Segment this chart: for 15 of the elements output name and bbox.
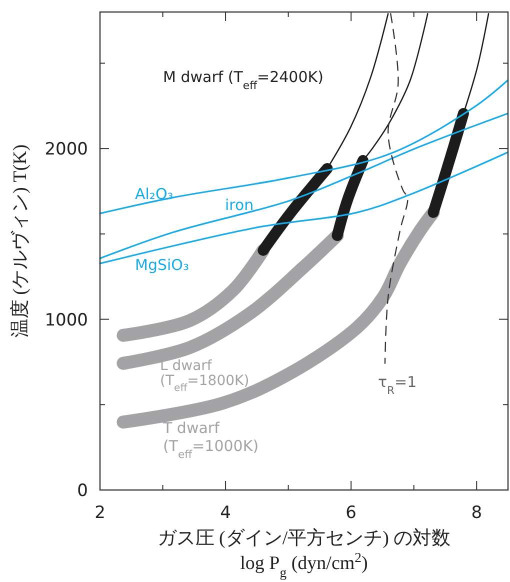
series-label: iron (225, 196, 254, 214)
y-tick-label: 0 (77, 481, 88, 501)
y-tick-label: 2000 (44, 140, 88, 160)
series-label: Al₂O₃ (135, 185, 174, 203)
series-label: τ$_{R}$=1 (378, 373, 417, 396)
text: M dwarf (T$_{eff}$=2400K) (163, 68, 324, 92)
x-tick-label: 2 (94, 503, 106, 523)
series-label: T dwarf (T$_{eff}$=1000K) (162, 419, 259, 460)
x-axis-title: ガス圧 (ダイン/平方センチ) の対数 log P$_{g}$ (dyn/cm$^{2}$) (157, 527, 451, 580)
y-tick-label: 1000 (44, 310, 88, 330)
x-tick-label: 6 (346, 503, 356, 523)
y-axis-title: 温度 (ケルヴィン) T(K) (9, 144, 31, 338)
series-label: MgSiO₃ (135, 256, 189, 274)
x-tick-label: 8 (471, 503, 482, 523)
x-tick-label: 4 (220, 503, 231, 523)
